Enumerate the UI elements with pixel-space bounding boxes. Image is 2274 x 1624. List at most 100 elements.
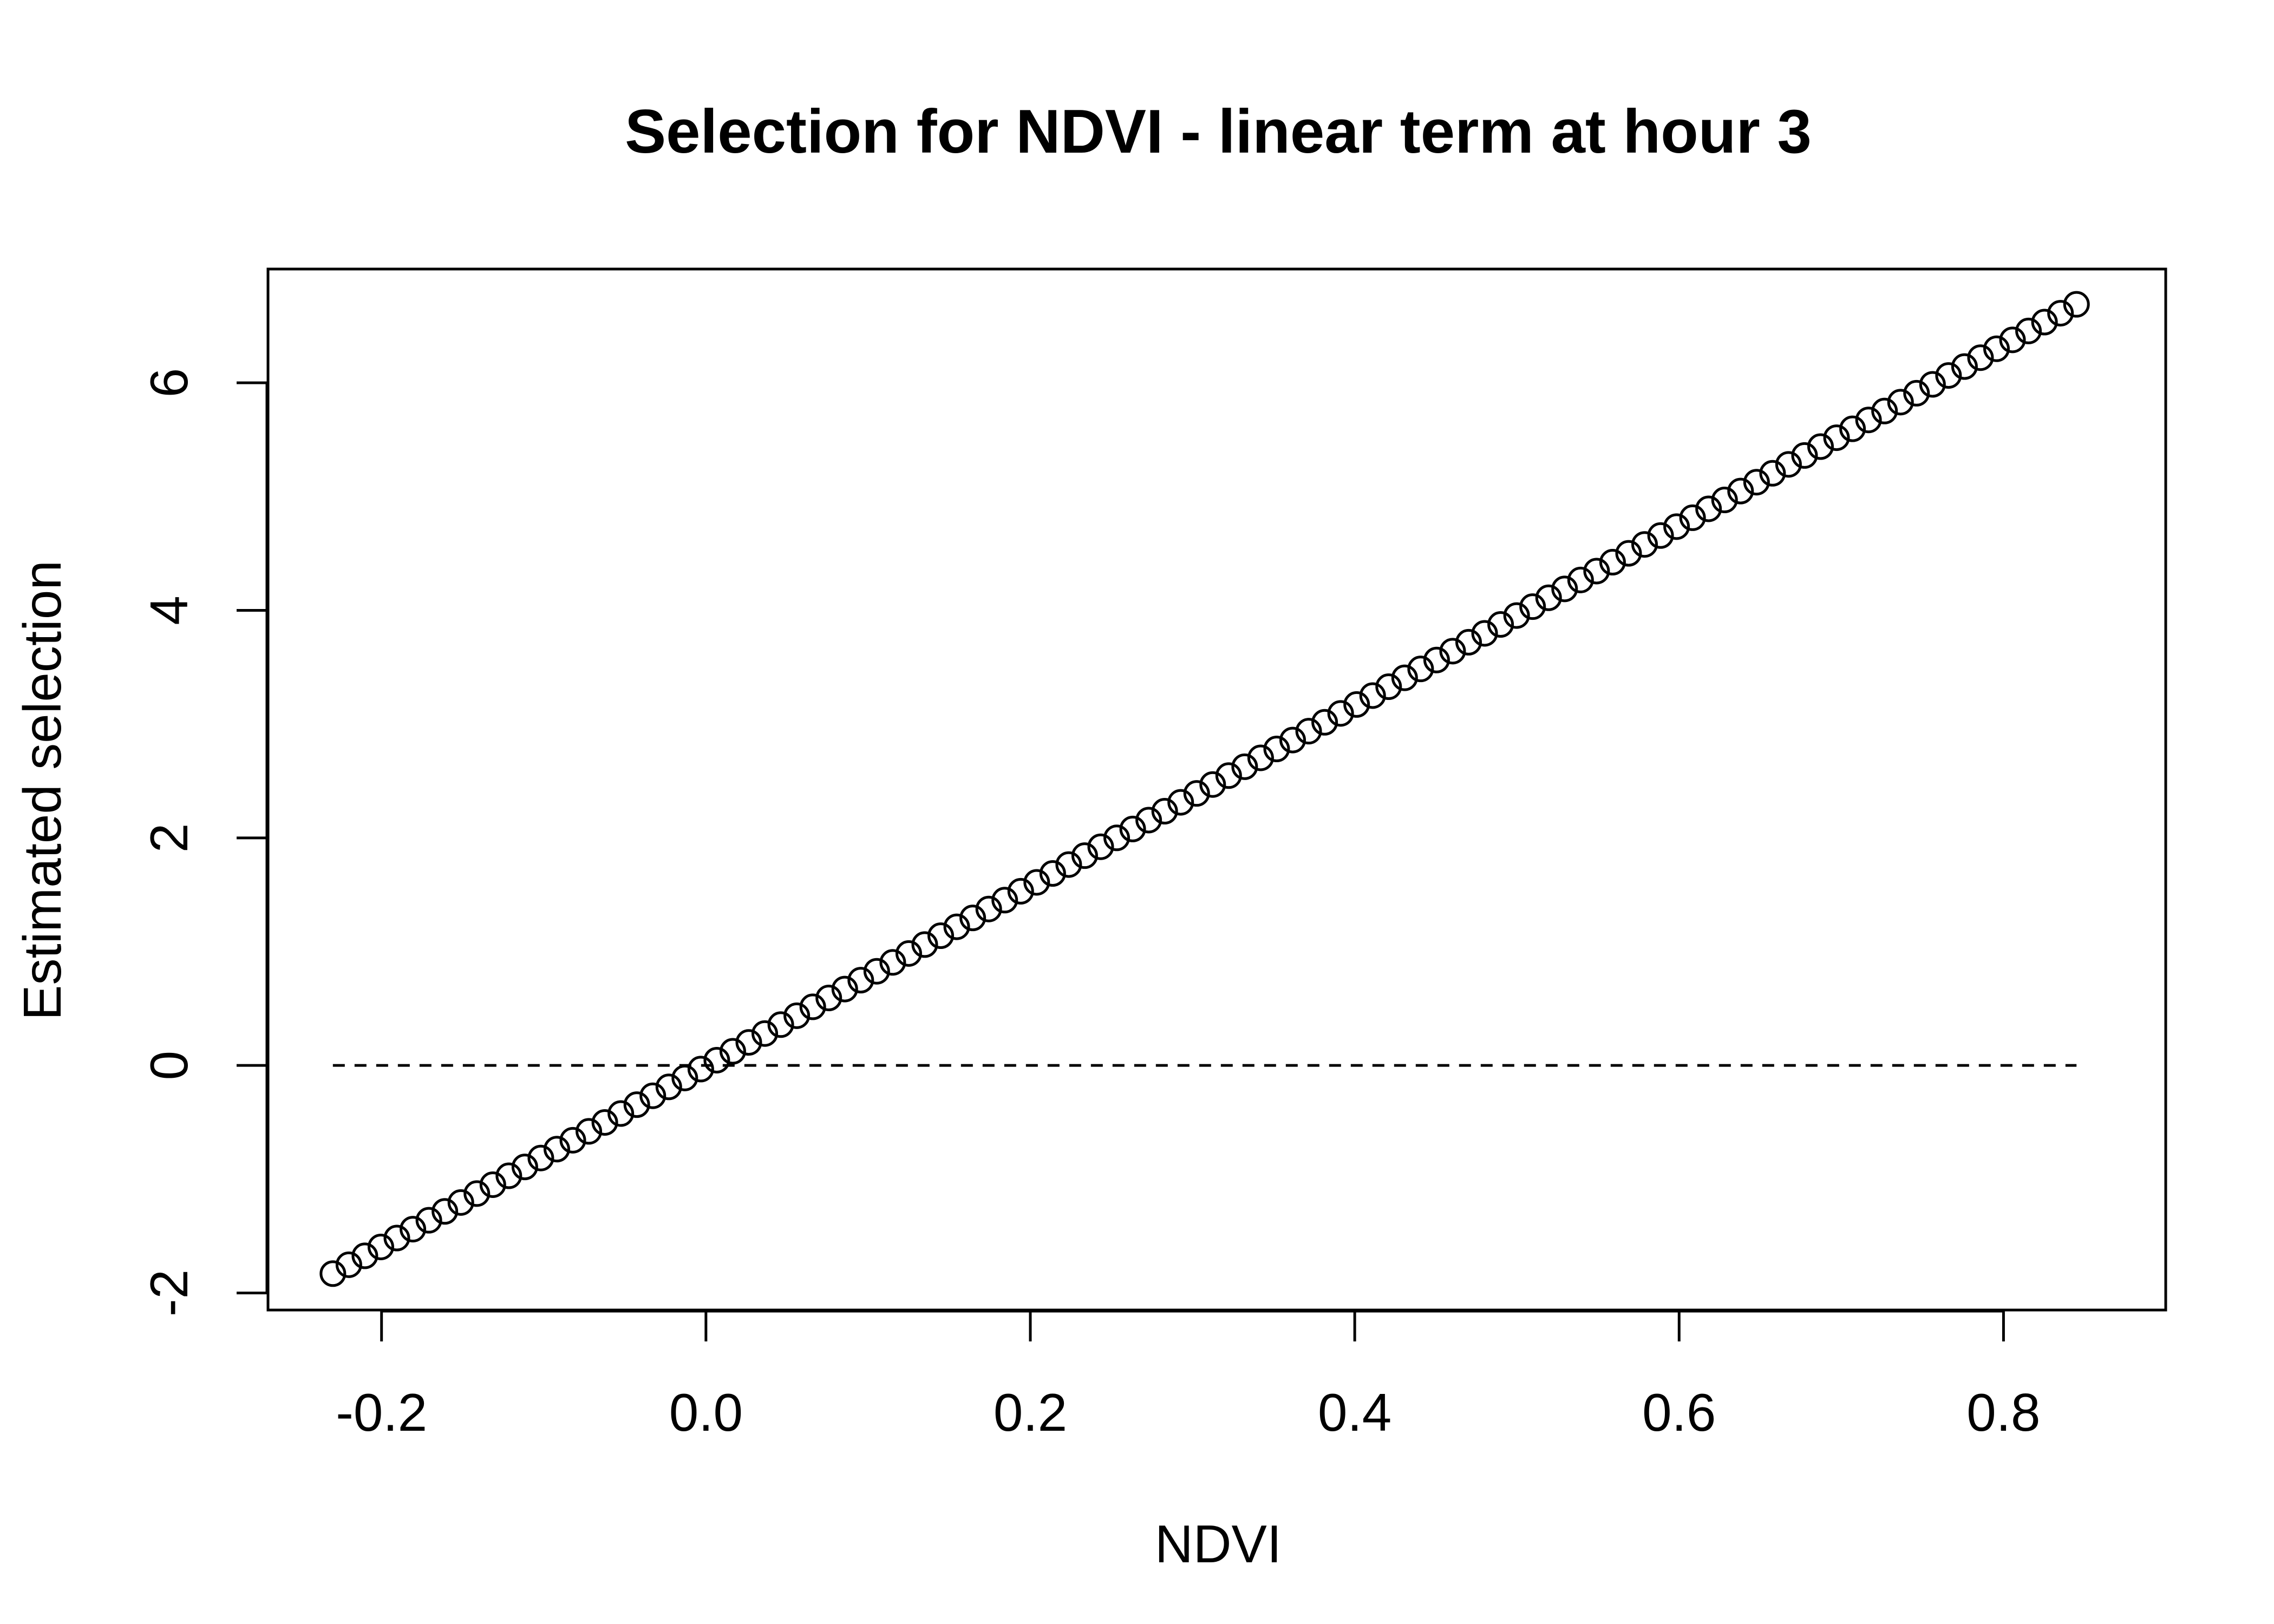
data-point <box>1183 780 1210 807</box>
data-point <box>639 1082 666 1109</box>
data-point <box>1199 771 1226 798</box>
data-point <box>623 1091 650 1118</box>
data-point <box>1711 487 1738 514</box>
data-point <box>607 1100 635 1127</box>
data-point <box>1583 558 1610 585</box>
data-point <box>543 1136 570 1163</box>
data-point <box>447 1189 474 1216</box>
data-point <box>2031 309 2058 336</box>
data-point <box>415 1207 442 1234</box>
data-point <box>1871 397 1898 424</box>
data-point <box>1647 522 1674 549</box>
data-point <box>1247 744 1274 771</box>
data-point <box>1007 878 1034 905</box>
data-point <box>479 1171 506 1198</box>
data-point <box>895 940 922 967</box>
data-point <box>799 993 826 1020</box>
data-point <box>1727 477 1754 505</box>
data-point <box>815 984 842 1011</box>
data-point <box>1375 673 1402 700</box>
data-point <box>1983 335 2010 362</box>
data-point <box>1615 540 1642 567</box>
data-point <box>1167 789 1194 816</box>
data-point <box>703 1046 730 1073</box>
data-point <box>1119 815 1146 842</box>
data-point <box>847 967 874 994</box>
data-point <box>719 1038 746 1065</box>
data-point <box>1311 709 1338 736</box>
data-point <box>1055 851 1082 878</box>
data-point <box>831 975 858 1003</box>
data-point <box>1839 415 1866 442</box>
data-point <box>1487 611 1514 638</box>
data-point <box>1039 860 1066 887</box>
data-point <box>1807 433 1834 460</box>
data-point <box>1343 691 1370 718</box>
data-point <box>1631 531 1658 558</box>
y-axis-label: Estimated selection <box>12 560 72 1020</box>
data-points-layer <box>319 291 2090 1287</box>
data-point <box>1295 718 1322 745</box>
data-point <box>367 1233 394 1260</box>
x-tick-label: 0.6 <box>1642 1383 1716 1442</box>
x-tick-label: 0.8 <box>1966 1383 2040 1442</box>
data-point <box>1215 762 1242 789</box>
data-point <box>1519 593 1546 620</box>
data-point <box>1151 798 1178 825</box>
data-point <box>1935 362 1962 389</box>
data-point <box>975 895 1002 922</box>
data-point <box>2047 300 2074 327</box>
data-point <box>1471 620 1498 647</box>
data-point <box>511 1154 538 1181</box>
y-axis: -2 0 2 4 6 <box>139 368 269 1317</box>
y-tick-label: 2 <box>139 823 199 853</box>
data-point <box>1503 602 1530 629</box>
data-point <box>1551 575 1578 603</box>
data-point <box>1535 584 1562 611</box>
chart-title: Selection for NDVI - linear term at hour… <box>625 97 1812 166</box>
x-tick-label: 0.2 <box>994 1383 1067 1442</box>
data-point <box>752 1020 779 1047</box>
data-point <box>1135 807 1162 834</box>
y-tick-label: -2 <box>139 1269 199 1317</box>
data-point <box>1663 513 1690 540</box>
data-point <box>1951 353 1978 380</box>
data-point <box>1567 566 1594 593</box>
data-point <box>576 1118 603 1145</box>
data-point <box>1407 656 1434 683</box>
data-point <box>1887 389 1914 416</box>
y-tick-label: 0 <box>139 1051 199 1081</box>
data-point <box>1919 371 1946 398</box>
data-point <box>527 1144 554 1171</box>
y-tick-label: 4 <box>139 595 199 625</box>
data-point <box>1423 646 1450 673</box>
data-point <box>1279 726 1306 754</box>
data-point <box>400 1216 427 1243</box>
data-point <box>463 1180 491 1207</box>
data-point <box>591 1109 618 1136</box>
data-point <box>879 949 906 976</box>
data-point <box>783 1002 811 1029</box>
data-point <box>1903 379 1930 407</box>
data-point <box>1743 469 1770 496</box>
data-point <box>767 1011 794 1038</box>
data-point <box>1823 424 1850 451</box>
data-point <box>1679 504 1706 531</box>
data-point <box>1071 842 1098 869</box>
data-point <box>687 1056 714 1083</box>
data-point <box>1775 451 1802 478</box>
data-point <box>1263 736 1290 763</box>
data-point <box>1023 869 1050 896</box>
data-point <box>1327 700 1354 727</box>
data-point <box>735 1029 762 1056</box>
data-point <box>351 1242 378 1269</box>
data-point <box>1359 682 1386 709</box>
data-point <box>1999 326 2026 353</box>
data-point <box>1791 442 1818 469</box>
data-point <box>991 887 1018 914</box>
data-point <box>383 1224 410 1252</box>
data-point <box>943 913 970 940</box>
x-axis: -0.2 0.0 0.2 0.4 0.6 0.8 <box>336 1309 2041 1442</box>
